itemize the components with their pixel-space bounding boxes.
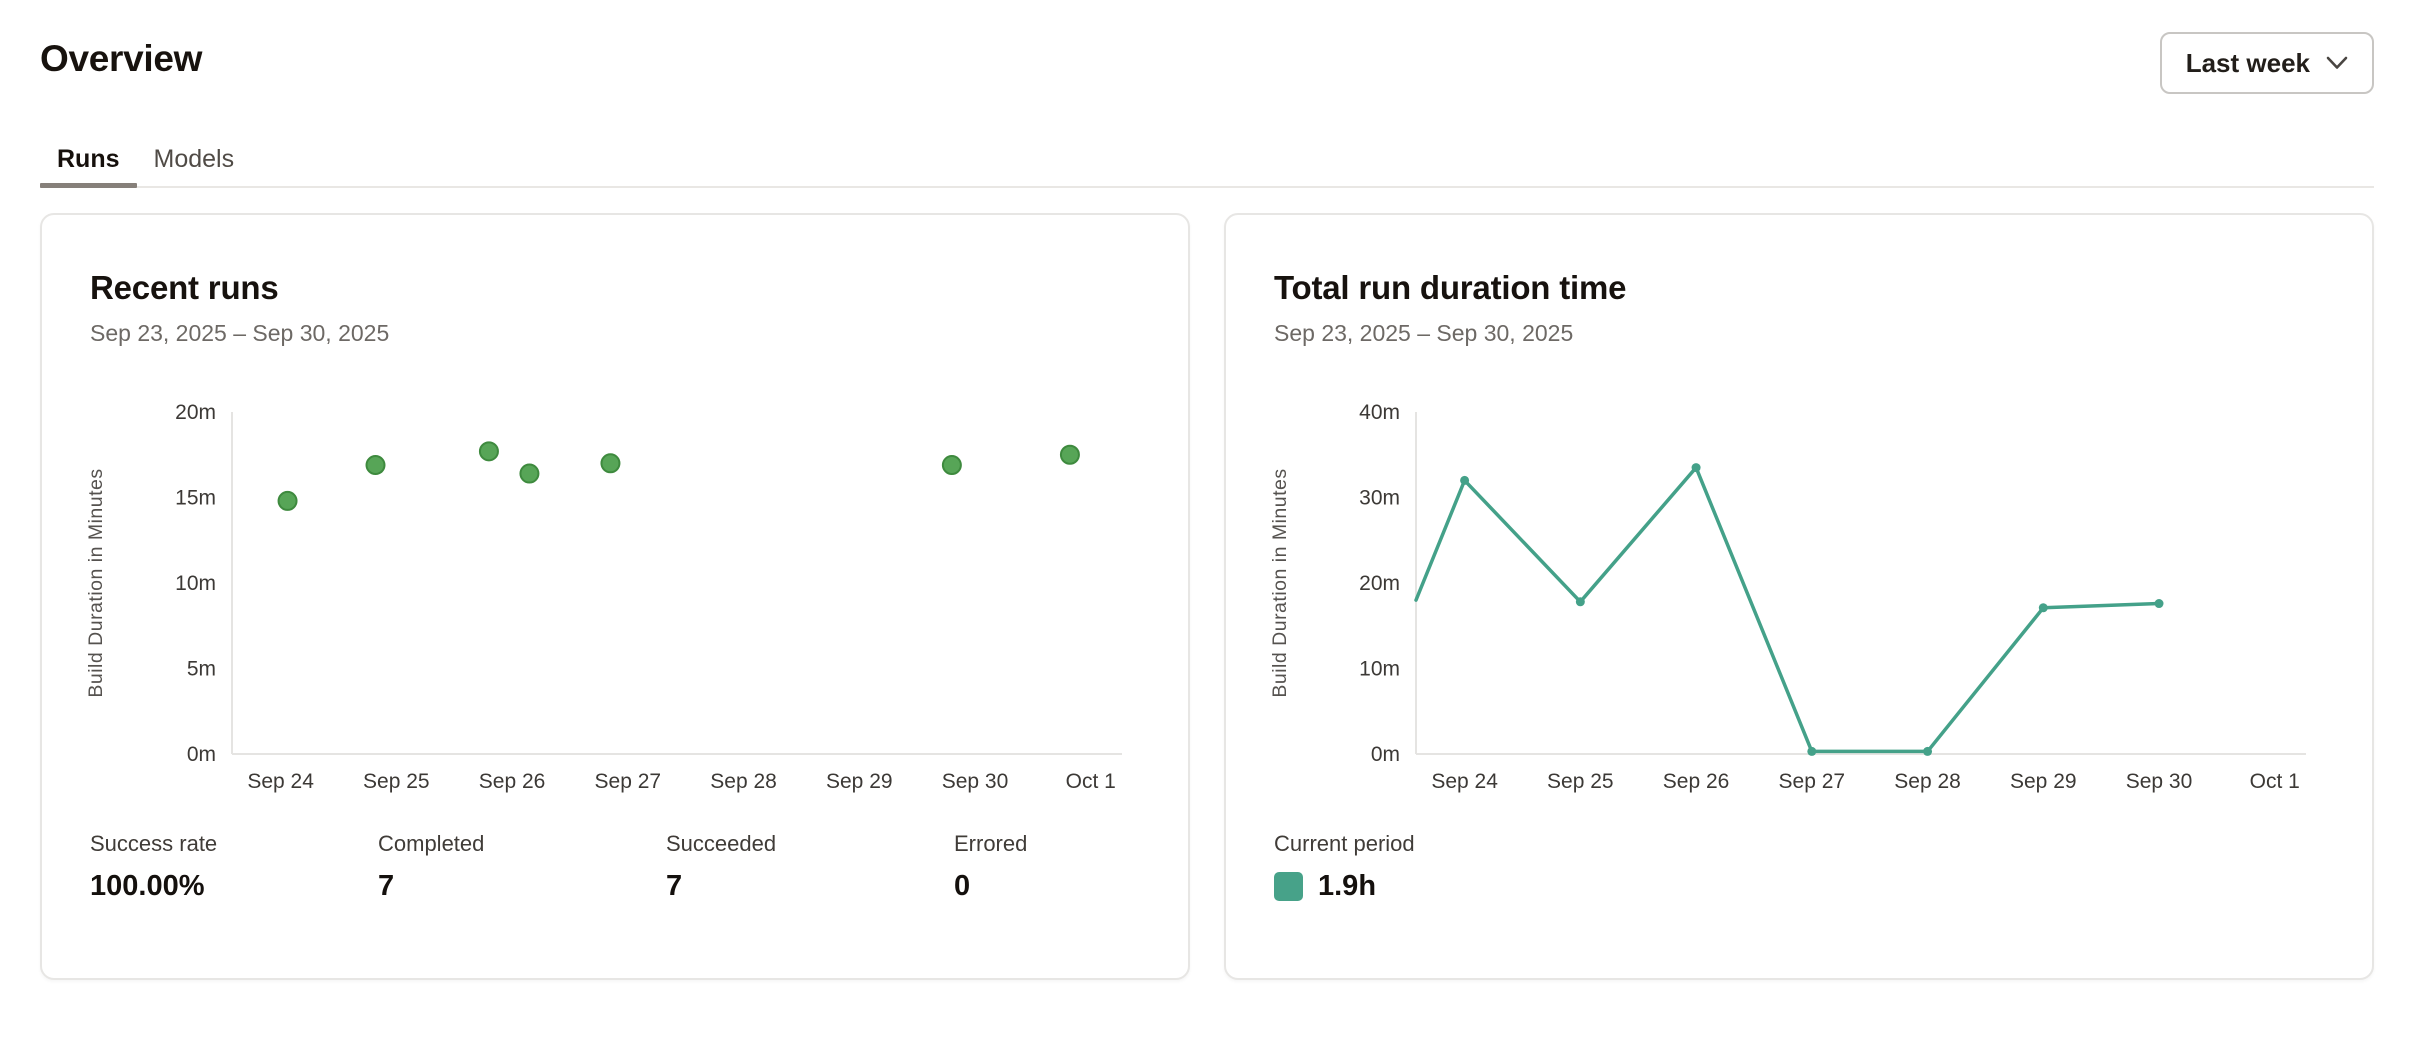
svg-text:0m: 0m <box>1371 743 1400 766</box>
svg-text:Sep 25: Sep 25 <box>1547 770 1614 793</box>
legend-label: Current period <box>1274 831 1415 856</box>
svg-text:0m: 0m <box>187 743 216 766</box>
stat-succeeded: Succeeded 7 <box>666 831 954 903</box>
svg-text:5m: 5m <box>187 658 216 681</box>
svg-text:Sep 24: Sep 24 <box>1431 770 1498 793</box>
legend-value: 1.9h <box>1318 870 1377 902</box>
svg-text:40m: 40m <box>1359 401 1400 424</box>
tab-models[interactable]: Models <box>153 144 235 173</box>
svg-text:Build Duration in Minutes: Build Duration in Minutes <box>85 468 107 697</box>
tab-runs[interactable]: Runs <box>40 130 137 188</box>
svg-text:10m: 10m <box>175 572 216 595</box>
stat-value: 7 <box>666 870 683 902</box>
svg-text:Sep 27: Sep 27 <box>1779 770 1846 793</box>
stat-errored: Errored 0 <box>954 831 1242 903</box>
svg-text:10m: 10m <box>1359 658 1400 681</box>
svg-text:Sep 27: Sep 27 <box>595 770 662 793</box>
series-swatch <box>1274 871 1303 901</box>
card-title: Recent runs <box>90 269 279 306</box>
svg-text:Sep 28: Sep 28 <box>710 770 777 793</box>
svg-text:Oct 1: Oct 1 <box>1066 770 1116 793</box>
stat-completed: Completed 7 <box>378 831 666 903</box>
card-title: Total run duration time <box>1274 269 1627 306</box>
page-title: Overview <box>40 38 203 79</box>
total-duration-card: 0m 10m 20m 30m 40m Sep 24 Sep 25 Sep 26 Sep 27 Se… <box>1224 213 2374 980</box>
svg-text:Sep 30: Sep 30 <box>2126 770 2193 793</box>
svg-text:Sep 30: Sep 30 <box>942 770 1009 793</box>
svg-text:Build Duration in Minutes: Build Duration in Minutes <box>1269 468 1291 697</box>
svg-text:Sep 29: Sep 29 <box>826 770 893 793</box>
svg-text:Sep 26: Sep 26 <box>479 770 546 793</box>
chart-legend: Current period 1.9h <box>1274 831 1415 903</box>
cards-row: 0m 5m 10m 15m 20m Sep 24 Sep 25 Sep 26 Sep 27 Sep… <box>40 213 2374 980</box>
svg-text:Oct 1: Oct 1 <box>2250 770 2300 793</box>
stat-label: Success rate <box>90 831 218 856</box>
legend-row: 1.9h <box>1274 869 1415 903</box>
svg-text:Sep 29: Sep 29 <box>2010 770 2077 793</box>
svg-text:15m: 15m <box>175 487 216 510</box>
stat-label: Succeeded <box>666 831 777 856</box>
stat-label: Completed <box>378 831 485 856</box>
svg-text:Sep 24: Sep 24 <box>247 770 314 793</box>
svg-text:20m: 20m <box>1359 572 1400 595</box>
svg-text:30m: 30m <box>1359 487 1400 510</box>
svg-text:Sep 25: Sep 25 <box>363 770 430 793</box>
run-stats: Success rate 100.00% Completed 7 Succeed… <box>90 831 1242 903</box>
recent-runs-card: 0m 5m 10m 15m 20m Sep 24 Sep 25 Sep 26 Sep 27 Sep… <box>40 213 1190 980</box>
tab-bar: Runs Models <box>0 130 2414 188</box>
svg-text:Sep 26: Sep 26 <box>1663 770 1730 793</box>
stat-value: 7 <box>378 870 395 902</box>
tab-divider <box>40 186 2374 188</box>
stat-value: 100.00% <box>90 870 205 902</box>
stat-label: Errored <box>954 831 1028 856</box>
chevron-down-icon <box>2326 56 2348 69</box>
card-date-range: Sep 23, 2025 – Sep 30, 2025 <box>90 320 390 346</box>
period-selector[interactable]: Last week <box>2159 32 2374 94</box>
svg-text:20m: 20m <box>175 401 216 424</box>
stat-success-rate: Success rate 100.00% <box>90 831 378 903</box>
svg-text:Sep 28: Sep 28 <box>1894 770 1961 793</box>
period-selector-label: Last week <box>2185 47 2310 78</box>
stat-value: 0 <box>954 870 971 902</box>
card-date-range: Sep 23, 2025 – Sep 30, 2025 <box>1274 320 1574 346</box>
